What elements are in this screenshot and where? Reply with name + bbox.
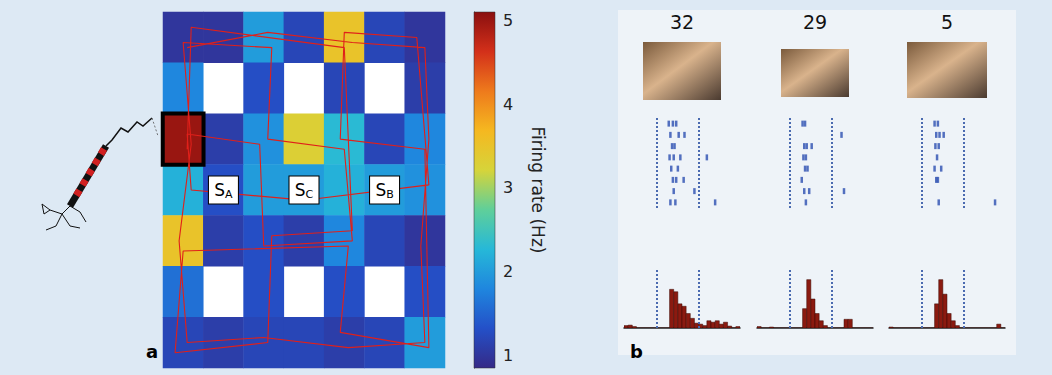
- svg-text:C: C: [306, 188, 314, 201]
- svg-text:29: 29: [803, 11, 827, 33]
- svg-text:4: 4: [503, 95, 513, 114]
- svg-text:A: A: [225, 188, 233, 201]
- svg-text:2: 2: [503, 262, 513, 281]
- svg-text:S: S: [375, 180, 386, 200]
- svg-text:S: S: [214, 180, 225, 200]
- svg-text:B: B: [386, 188, 394, 201]
- svg-text:S: S: [295, 180, 306, 200]
- svg-text:a: a: [146, 341, 158, 362]
- svg-text:b: b: [630, 341, 643, 362]
- svg-text:1: 1: [503, 346, 513, 365]
- svg-text:Firing rate (Hz): Firing rate (Hz): [528, 127, 548, 254]
- svg-text:32: 32: [670, 11, 694, 33]
- svg-text:5: 5: [503, 11, 513, 30]
- svg-text:5: 5: [941, 11, 953, 33]
- svg-text:3: 3: [503, 178, 513, 197]
